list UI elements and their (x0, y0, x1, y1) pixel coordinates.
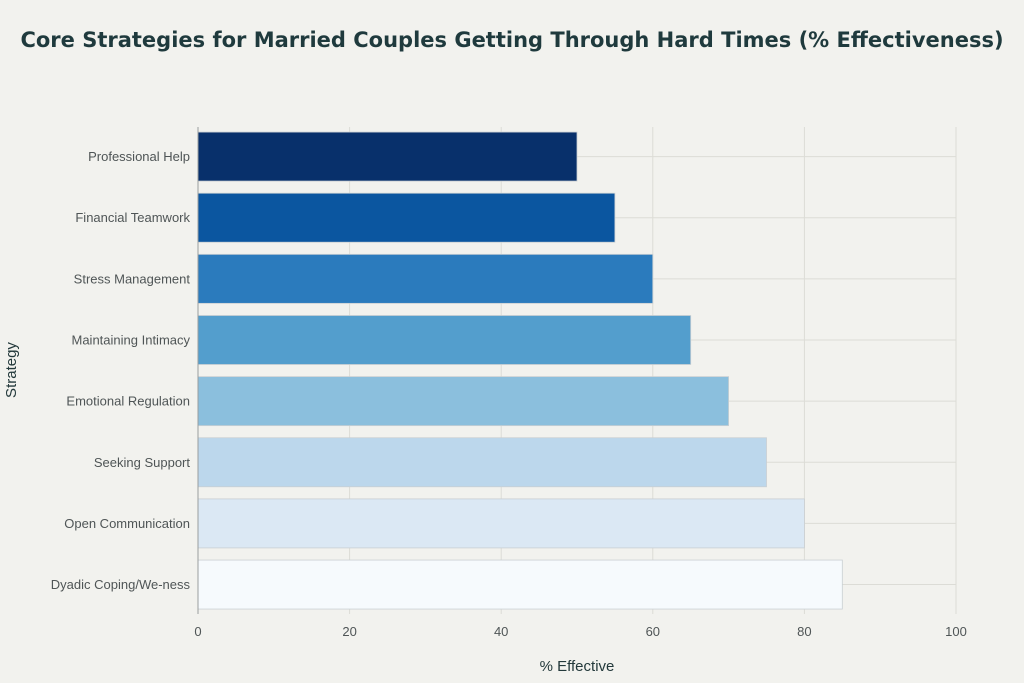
bar (197, 376, 729, 427)
category-labels: Professional Help Financial Teamwork Stres… (51, 149, 191, 592)
category-label: Professional Help (88, 149, 190, 164)
x-tick-label: 0 (194, 624, 201, 639)
category-label: Emotional Regulation (66, 394, 190, 409)
x-tick-label: 100 (945, 624, 967, 639)
category-label: Financial Teamwork (75, 210, 190, 225)
bar (197, 498, 805, 549)
bar (197, 315, 692, 365)
bar (197, 253, 654, 304)
category-label: Stress Management (74, 271, 191, 286)
bar (197, 437, 767, 488)
x-axis-title: % Effective (540, 658, 615, 675)
bar (197, 559, 843, 610)
y-axis-title: Strategy (3, 342, 20, 398)
chart-title: Core Strategies for Married Couples Gett… (20, 28, 1004, 52)
bars (197, 131, 843, 610)
x-tick-label: 40 (494, 624, 508, 639)
category-label: Open Communication (64, 516, 190, 531)
x-tick-label: 60 (646, 624, 660, 639)
category-label: Dyadic Coping/We-ness (51, 577, 191, 592)
category-label: Seeking Support (94, 455, 191, 470)
x-tick-label: 20 (342, 624, 356, 639)
x-tick-label: 80 (797, 624, 811, 639)
category-label: Maintaining Intimacy (72, 332, 191, 347)
bar (197, 131, 578, 182)
x-tick-labels: 0 20 40 60 80 100 (194, 624, 966, 639)
bar (197, 192, 616, 243)
